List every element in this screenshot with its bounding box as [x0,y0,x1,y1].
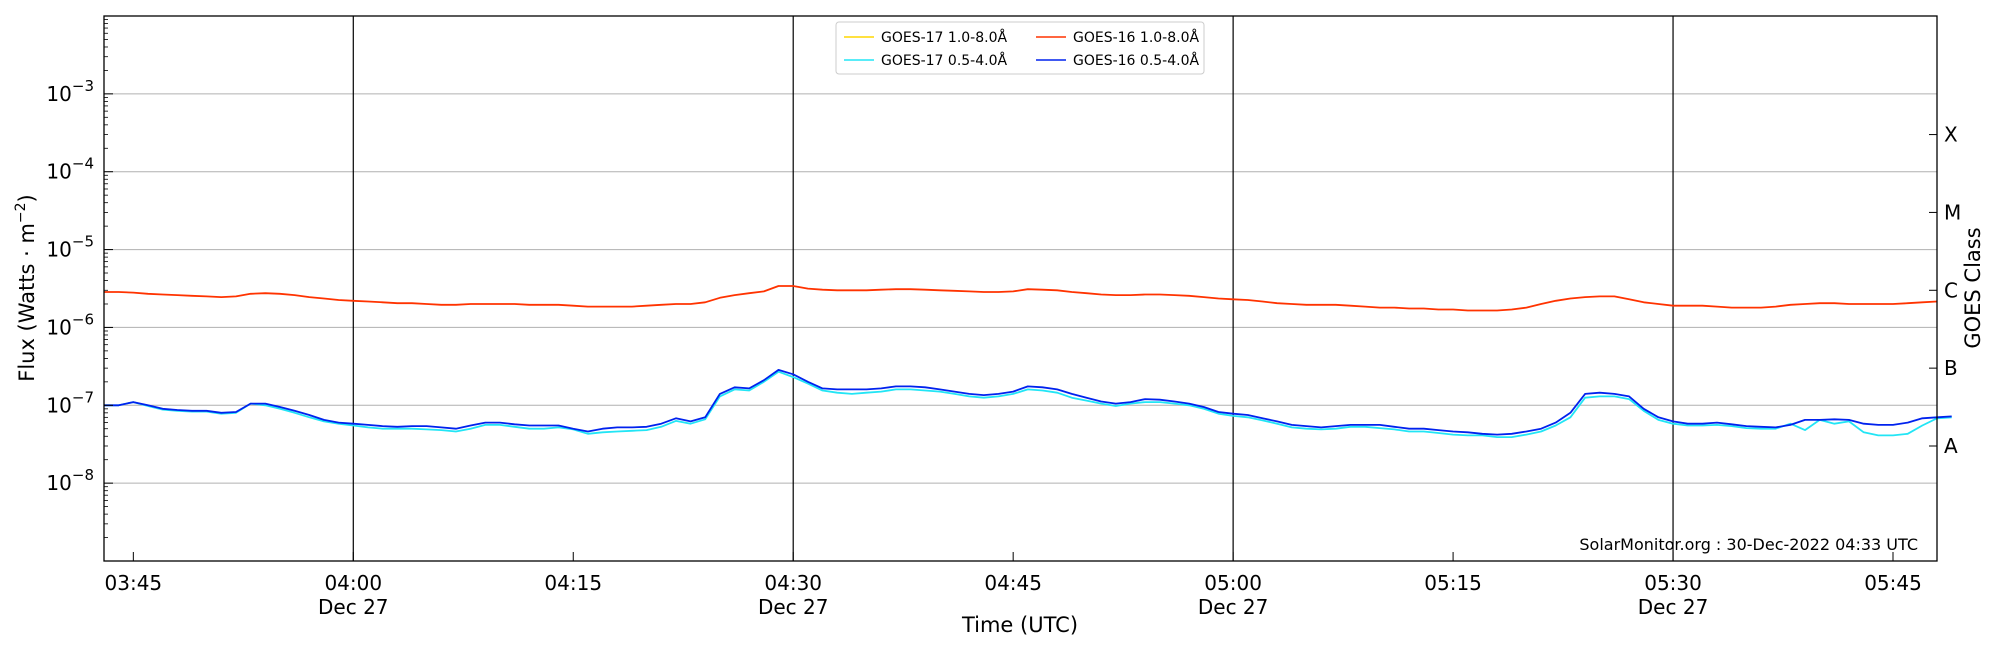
plot-frame [103,15,1938,562]
goes-class-label: X [1944,123,1958,147]
x-tick-label: 04:00 [324,571,382,595]
y-tick-label: 10−4 [46,155,94,184]
x-axis-label: Time (UTC) [961,613,1078,637]
x-tick-date: Dec 27 [318,595,389,619]
x-tick-label: 04:15 [544,571,602,595]
legend-entry-0: GOES-17 1.0-8.0Å [881,29,1007,46]
y-tick-label: 10−8 [46,466,94,495]
series-line-3 [104,368,1952,436]
goes-class-label: C [1944,278,1958,302]
y-tick-label: 10−3 [46,77,94,106]
x-tick-date: Dec 27 [1638,595,1709,619]
goes-class-label: B [1944,356,1958,380]
credit-text: SolarMonitor.org : 30-Dec-2022 04:33 UTC [1579,535,1918,554]
x-tick-label: 05:15 [1424,571,1482,595]
x-tick-label: 05:30 [1644,571,1702,595]
x-tick-date: Dec 27 [758,595,829,619]
legend: GOES-17 1.0-8.0Å GOES-17 0.5-4.0Å GOES-1… [835,21,1205,75]
goes-class-label: A [1944,434,1958,458]
x-tick-label: 03:45 [105,571,163,595]
x-tick-date: Dec 27 [1198,595,1269,619]
legend-box [835,21,1205,75]
y-tick-label: 10−5 [46,233,94,262]
grid-lines [104,16,1937,561]
x-tick-label: 05:00 [1204,571,1262,595]
legend-entry-2: GOES-16 1.0-8.0Å [1073,29,1199,46]
right-axis-label: GOES Class [1961,227,1985,348]
x-tick-label: 04:30 [764,571,822,595]
series-line-1 [104,370,1952,439]
y-tick-label: 10−7 [46,388,94,417]
legend-entry-1: GOES-17 0.5-4.0Å [881,52,1007,69]
goes-class-label: M [1944,200,1961,224]
legend-entry-3: GOES-16 0.5-4.0Å [1073,52,1199,69]
y-tick-label: 10−6 [46,310,94,339]
x-tick-label: 04:45 [984,571,1042,595]
series-lines [104,285,1952,439]
series-line-2 [104,285,1938,312]
x-tick-label: 05:45 [1864,571,1922,595]
y-axis-label: Flux (Watts · m−2) [13,194,39,382]
